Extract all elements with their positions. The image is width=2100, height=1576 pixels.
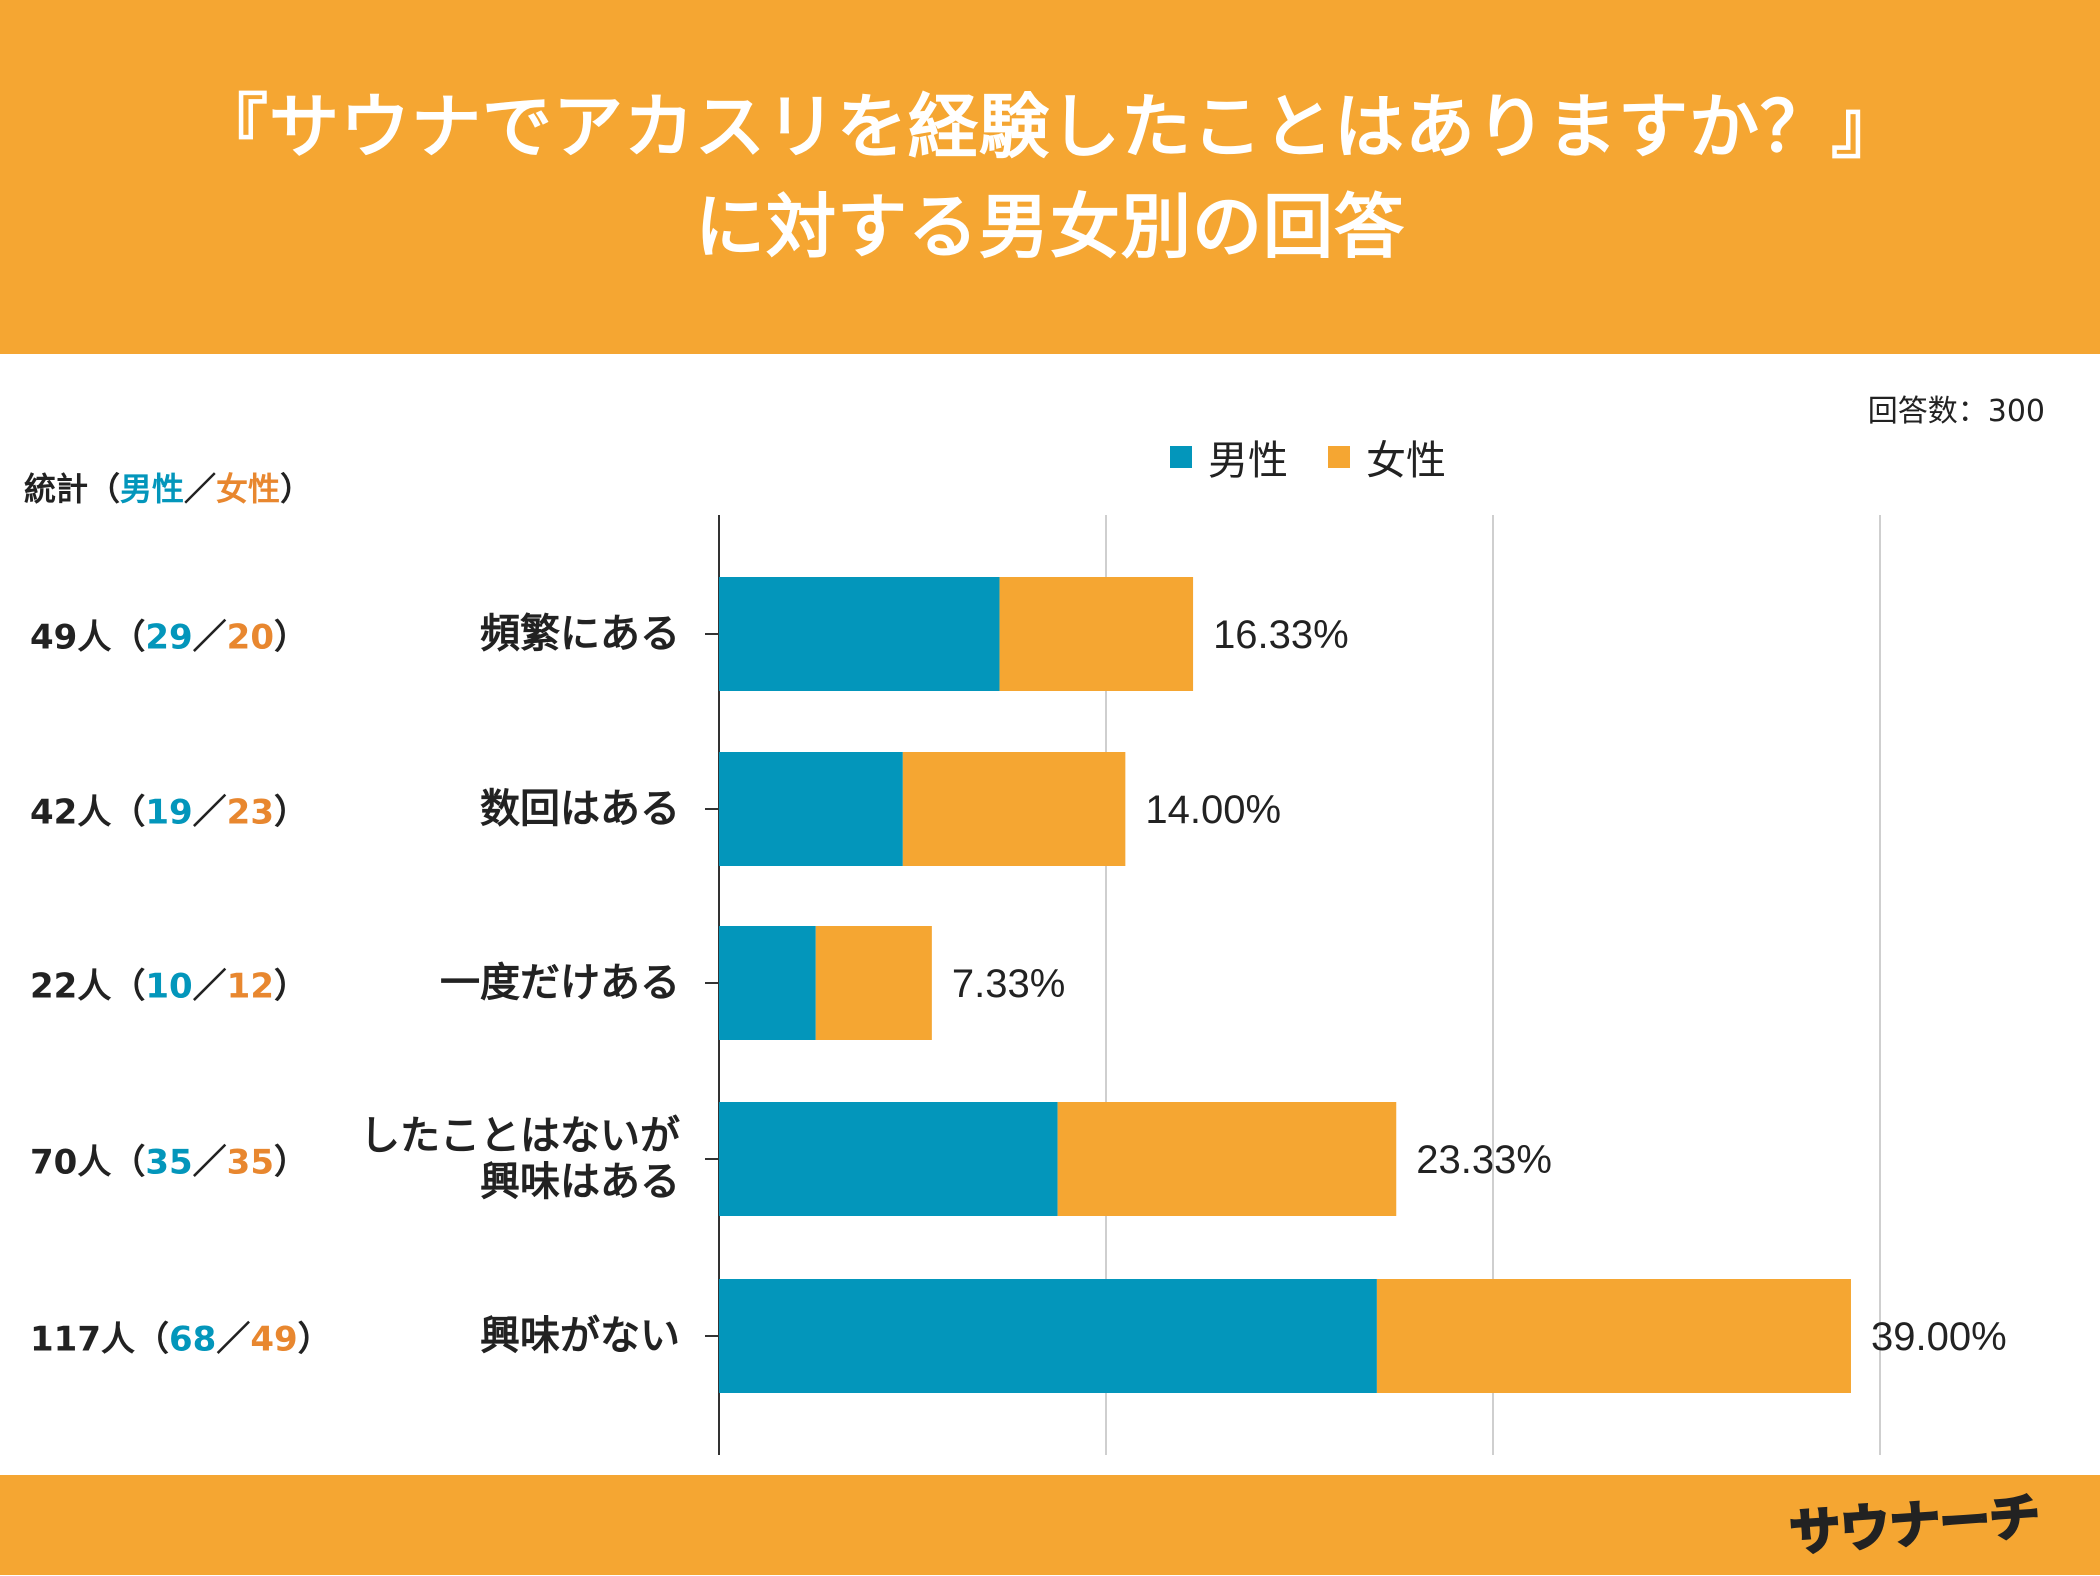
stat-row: 42人（19／23） (30, 785, 350, 834)
bar-segment-male (719, 926, 816, 1040)
stat-female: 35 (226, 1142, 274, 1183)
category-label: 興味がない (280, 1313, 680, 1359)
bar-segment-male (719, 577, 1000, 691)
bar-segment-male (719, 752, 903, 866)
stat-slash: ／ (216, 1319, 251, 1360)
chart-legend: 男性 女性 (1170, 428, 1486, 486)
stat-row: 22人（10／12） (30, 959, 350, 1008)
bar-segment-male (719, 1102, 1058, 1216)
stat-close: ） (273, 1142, 308, 1183)
stat-total: 22人（ (30, 966, 146, 1007)
data-label: 7.33% (952, 962, 1065, 1006)
legend-item-male: 男性 (1170, 428, 1288, 486)
stat-female: 20 (226, 617, 274, 658)
category-label-line: 興味はある (480, 1159, 680, 1205)
stat-female: 49 (250, 1319, 298, 1360)
stat-slash: ／ (192, 1142, 227, 1183)
legend-label-female: 女性 (1366, 438, 1446, 484)
stat-close: ） (273, 617, 308, 658)
data-label: 39.00% (1871, 1315, 2007, 1359)
data-label: 16.33% (1213, 613, 1349, 657)
stat-total: 42人（ (30, 792, 146, 833)
category-label-line: 一度だけある (440, 960, 680, 1006)
title-line-1: 『サウナでアカスリを経験したことはありますか？』 (198, 86, 1902, 168)
bar-segment-female (1376, 1279, 1851, 1393)
bar-segment-female (999, 577, 1194, 691)
stat-male: 10 (145, 966, 193, 1007)
stats-heading-male: 男性 (120, 470, 185, 508)
bar-segment-female (1057, 1102, 1397, 1216)
stat-male: 68 (168, 1319, 217, 1360)
bar-segment-female (815, 926, 932, 1040)
stacked-bar-chart: 16.33% 14.00% 7.33% 23.33% 39.00% (705, 515, 2007, 1455)
stat-total: 49人（ (30, 617, 146, 658)
header-banner: 『サウナでアカスリを経験したことはありますか？』 に対する男女別の回答 (0, 0, 2100, 354)
stat-female: 23 (226, 792, 274, 833)
category-label: したことはないが 興味はある (280, 1113, 680, 1205)
stat-male: 19 (145, 792, 193, 833)
stat-slash: ／ (192, 617, 227, 658)
legend-label-male: 男性 (1208, 438, 1288, 484)
stat-male: 35 (145, 1142, 193, 1183)
respondent-count: 回答数：300 (1867, 394, 2045, 429)
stats-heading-female: 女性 (216, 470, 281, 508)
stat-row: 70人（35／35） (30, 1135, 350, 1184)
category-label-line: 頻繁にある (480, 611, 680, 657)
bar-segment-male (719, 1279, 1377, 1393)
stats-heading-suffix: ） (280, 470, 313, 508)
stat-total: 117人（ (30, 1319, 169, 1360)
data-label: 14.00% (1145, 788, 1281, 832)
stat-row: 49人（29／20） (30, 610, 350, 659)
brand-logo: サウナーチ (1787, 1486, 2043, 1564)
category-label-line: 数回はある (480, 786, 680, 832)
stat-total: 70人（ (30, 1142, 146, 1183)
category-label: 頻繁にある (280, 611, 680, 657)
category-label-line: したことはないが (360, 1113, 680, 1159)
stats-heading-slash: ／ (184, 470, 217, 508)
stat-male: 29 (145, 617, 193, 658)
footer-banner: サウナーチ (0, 1475, 2100, 1575)
stat-close: ） (297, 1319, 332, 1360)
stat-row: 117人（68／49） (30, 1312, 350, 1361)
stat-slash: ／ (192, 966, 227, 1007)
stats-heading: 統計（男性／女性） (24, 464, 312, 510)
category-label-line: 興味がない (480, 1313, 680, 1359)
legend-swatch-male (1170, 446, 1192, 468)
legend-item-female: 女性 (1328, 428, 1446, 486)
stat-female: 12 (226, 966, 274, 1007)
stat-slash: ／ (192, 792, 227, 833)
data-label: 23.33% (1416, 1138, 1552, 1182)
category-label: 一度だけある (280, 960, 680, 1006)
stats-heading-prefix: 統計（ (24, 470, 121, 508)
title-line-2: に対する男女別の回答 (695, 186, 1405, 268)
stat-close: ） (273, 792, 308, 833)
stat-close: ） (273, 966, 308, 1007)
legend-swatch-female (1328, 446, 1350, 468)
category-label: 数回はある (280, 786, 680, 832)
bar-segment-female (902, 752, 1126, 866)
